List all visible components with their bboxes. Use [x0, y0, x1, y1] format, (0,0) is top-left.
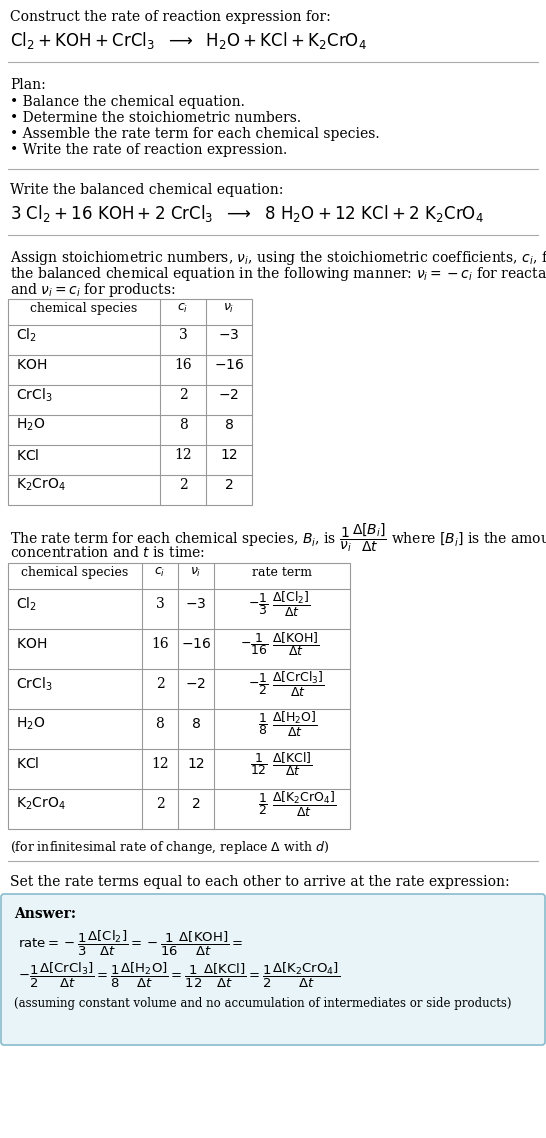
Text: $\dfrac{1}{12}$: $\dfrac{1}{12}$	[250, 751, 268, 777]
Text: $\dfrac{\Delta[\mathrm{KCl}]}{\Delta t}$: $\dfrac{\Delta[\mathrm{KCl}]}{\Delta t}$	[272, 750, 313, 778]
Text: rate term: rate term	[252, 566, 312, 578]
Bar	[8, 563, 350, 828]
Text: $\mathrm{Cl_2}$: $\mathrm{Cl_2}$	[16, 595, 37, 612]
Text: and $\nu_i = c_i$ for products:: and $\nu_i = c_i$ for products:	[10, 281, 175, 299]
Text: $-3$: $-3$	[185, 597, 206, 611]
Text: $-16$: $-16$	[181, 637, 211, 651]
Text: $\nu_i$: $\nu_i$	[191, 566, 201, 578]
Text: $-\dfrac{1}{16}$: $-\dfrac{1}{16}$	[240, 632, 268, 657]
Text: $c_i$: $c_i$	[177, 302, 188, 314]
Text: 12: 12	[187, 757, 205, 772]
Text: Plan:: Plan:	[10, 79, 46, 92]
Text: $\mathrm{Cl_2 + KOH + CrCl_3}$  $\longrightarrow$  $\mathrm{H_2O + KCl + K_2CrO_: $\mathrm{Cl_2 + KOH + CrCl_3}$ $\longrig…	[10, 30, 367, 51]
Text: $\dfrac{1}{2}$: $\dfrac{1}{2}$	[258, 791, 268, 817]
Text: $\mathrm{H_2O}$: $\mathrm{H_2O}$	[16, 417, 45, 434]
Text: $\dfrac{1}{8}$: $\dfrac{1}{8}$	[258, 711, 268, 737]
Text: 2: 2	[179, 478, 187, 492]
Text: 12: 12	[151, 757, 169, 772]
Text: 16: 16	[151, 637, 169, 651]
Text: 12: 12	[174, 448, 192, 462]
Text: $\dfrac{\Delta[\mathrm{KOH}]}{\Delta t}$: $\dfrac{\Delta[\mathrm{KOH}]}{\Delta t}$	[272, 630, 320, 658]
Bar	[8, 299, 252, 505]
Text: 2: 2	[156, 797, 164, 811]
FancyBboxPatch shape	[1, 894, 545, 1045]
Text: 8: 8	[156, 717, 164, 731]
Text: $\mathrm{Cl_2}$: $\mathrm{Cl_2}$	[16, 327, 37, 344]
Text: chemical species: chemical species	[31, 302, 138, 314]
Text: $\mathrm{K_2CrO_4}$: $\mathrm{K_2CrO_4}$	[16, 795, 66, 813]
Text: $\dfrac{\Delta[\mathrm{CrCl_3}]}{\Delta t}$: $\dfrac{\Delta[\mathrm{CrCl_3}]}{\Delta …	[272, 669, 324, 699]
Text: Assign stoichiometric numbers, $\nu_i$, using the stoichiometric coefficients, $: Assign stoichiometric numbers, $\nu_i$, …	[10, 249, 546, 267]
Text: 2: 2	[179, 388, 187, 402]
Text: 8: 8	[179, 418, 187, 432]
Text: 8: 8	[192, 717, 200, 731]
Text: $\dfrac{\Delta[\mathrm{K_2CrO_4}]}{\Delta t}$: $\dfrac{\Delta[\mathrm{K_2CrO_4}]}{\Delt…	[272, 790, 336, 818]
Text: $\mathrm{KOH}$: $\mathrm{KOH}$	[16, 637, 47, 651]
Text: Set the rate terms equal to each other to arrive at the rate expression:: Set the rate terms equal to each other t…	[10, 875, 509, 889]
Text: 2: 2	[156, 677, 164, 691]
Text: 3: 3	[156, 597, 164, 611]
Text: 16: 16	[174, 358, 192, 372]
Text: $-16$: $-16$	[214, 358, 244, 372]
Text: $\mathrm{3\ Cl_2 + 16\ KOH + 2\ CrCl_3}$  $\longrightarrow$  $\mathrm{8\ H_2O + : $\mathrm{3\ Cl_2 + 16\ KOH + 2\ CrCl_3}$…	[10, 203, 484, 224]
Text: the balanced chemical equation in the following manner: $\nu_i = -c_i$ for react: the balanced chemical equation in the fo…	[10, 265, 546, 283]
Text: $\mathrm{K_2CrO_4}$: $\mathrm{K_2CrO_4}$	[16, 477, 66, 493]
Text: Write the balanced chemical equation:: Write the balanced chemical equation:	[10, 183, 283, 197]
Text: $\dfrac{\Delta[\mathrm{H_2O}]}{\Delta t}$: $\dfrac{\Delta[\mathrm{H_2O}]}{\Delta t}…	[272, 709, 318, 739]
Text: $-\dfrac{1}{2}\dfrac{\Delta[\mathrm{CrCl_3}]}{\Delta t} = \dfrac{1}{8}\dfrac{\De: $-\dfrac{1}{2}\dfrac{\Delta[\mathrm{CrCl…	[18, 960, 340, 990]
Text: $\mathrm{KCl}$: $\mathrm{KCl}$	[16, 757, 39, 772]
Text: $\mathrm{rate} = -\dfrac{1}{3}\dfrac{\Delta[\mathrm{Cl_2}]}{\Delta t} = -\dfrac{: $\mathrm{rate} = -\dfrac{1}{3}\dfrac{\De…	[18, 929, 244, 958]
Text: $-\dfrac{1}{3}$: $-\dfrac{1}{3}$	[247, 591, 268, 617]
Text: • Determine the stoichiometric numbers.: • Determine the stoichiometric numbers.	[10, 112, 301, 125]
Text: $-3$: $-3$	[218, 328, 240, 343]
Text: 2: 2	[192, 797, 200, 811]
Text: $\dfrac{\Delta[\mathrm{Cl_2}]}{\Delta t}$: $\dfrac{\Delta[\mathrm{Cl_2}]}{\Delta t}…	[272, 589, 311, 619]
Text: 12: 12	[220, 448, 238, 462]
Text: chemical species: chemical species	[21, 566, 129, 578]
Text: (assuming constant volume and no accumulation of intermediates or side products): (assuming constant volume and no accumul…	[14, 997, 512, 1011]
Text: 3: 3	[179, 328, 187, 343]
Text: $-\dfrac{1}{2}$: $-\dfrac{1}{2}$	[247, 671, 268, 696]
Text: (for infinitesimal rate of change, replace $\Delta$ with $d$): (for infinitesimal rate of change, repla…	[10, 839, 329, 856]
Text: $\mathrm{CrCl_3}$: $\mathrm{CrCl_3}$	[16, 675, 52, 693]
Text: • Write the rate of reaction expression.: • Write the rate of reaction expression.	[10, 143, 287, 157]
Text: $\mathrm{KCl}$: $\mathrm{KCl}$	[16, 447, 39, 462]
Text: • Balance the chemical equation.: • Balance the chemical equation.	[10, 94, 245, 109]
Text: $\mathrm{H_2O}$: $\mathrm{H_2O}$	[16, 716, 45, 732]
Text: concentration and $t$ is time:: concentration and $t$ is time:	[10, 545, 205, 560]
Text: $\nu_i$: $\nu_i$	[223, 302, 235, 314]
Text: $\mathrm{CrCl_3}$: $\mathrm{CrCl_3}$	[16, 386, 52, 404]
Text: Construct the rate of reaction expression for:: Construct the rate of reaction expressio…	[10, 10, 331, 24]
Text: The rate term for each chemical species, $B_i$, is $\dfrac{1}{\nu_i}\dfrac{\Delt: The rate term for each chemical species,…	[10, 521, 546, 554]
Text: $-2$: $-2$	[186, 677, 206, 691]
Text: • Assemble the rate term for each chemical species.: • Assemble the rate term for each chemic…	[10, 127, 379, 141]
Text: $-2$: $-2$	[218, 388, 240, 402]
Text: $c_i$: $c_i$	[155, 566, 165, 578]
Text: $\mathrm{KOH}$: $\mathrm{KOH}$	[16, 358, 47, 372]
Text: 8: 8	[224, 418, 234, 432]
Text: 2: 2	[224, 478, 233, 492]
Text: Answer:: Answer:	[14, 907, 76, 921]
